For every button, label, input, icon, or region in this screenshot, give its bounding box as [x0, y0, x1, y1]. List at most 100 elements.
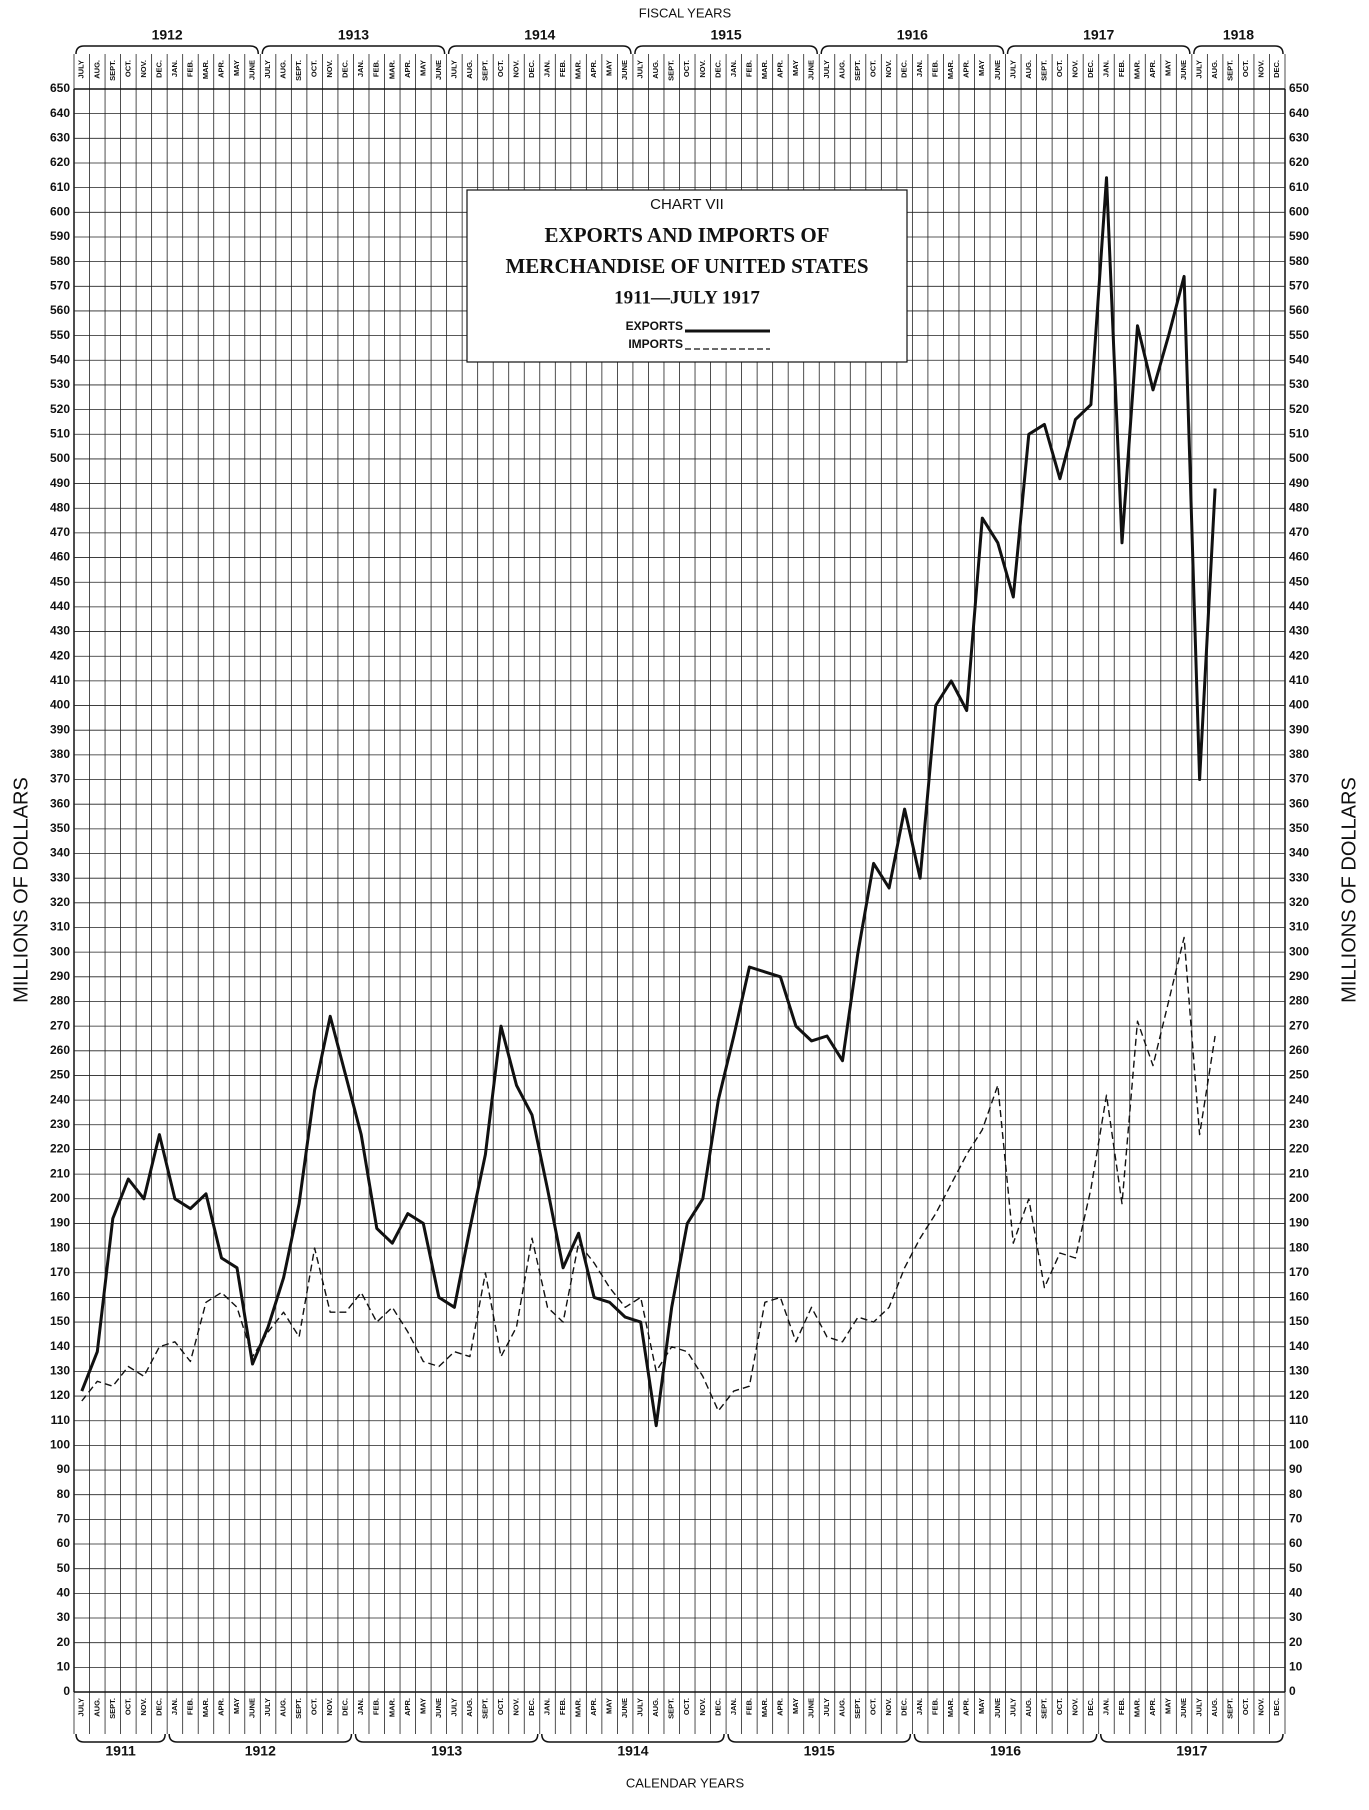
y-tick-label: 80 [57, 1487, 71, 1501]
y-tick-label: 470 [50, 525, 70, 539]
x-tick-label-top: MAR. [387, 60, 396, 79]
x-tick-label: SEPT. [294, 1698, 303, 1719]
x-tick-label: AUG. [465, 1698, 474, 1717]
x-tick-label-top: JULY [449, 60, 458, 78]
fiscal-year-label-brace [1006, 45, 1191, 55]
x-tick-label: JAN. [729, 1698, 738, 1715]
y-tick-label-right: 440 [1289, 599, 1309, 613]
x-tick-label: NOV. [1070, 1698, 1079, 1716]
y-tick-label-right: 280 [1289, 994, 1309, 1008]
y-tick-label: 60 [57, 1536, 71, 1550]
y-tick-label-right: 410 [1289, 673, 1309, 687]
x-tick-label-top: MAY [605, 60, 614, 76]
y-tick-label: 310 [50, 920, 70, 934]
y-tick-label-right: 360 [1289, 796, 1309, 810]
grid: 0 0 10 10 20 20 30 30 40 40 50 50 60 60 70 70 80 80 90 90 10… [50, 27, 1309, 1759]
y-tick-label: 340 [50, 846, 70, 860]
fiscal-year-label-brace [820, 45, 1005, 55]
chart-title-line: EXPORTS AND IMPORTS OF [545, 223, 830, 247]
y-tick-label-right: 210 [1289, 1166, 1309, 1180]
y-tick-label: 400 [50, 698, 70, 712]
x-tick-label: NOV. [884, 1698, 893, 1716]
x-tick-label-top: DEC. [713, 60, 722, 78]
calendar-year-label: 1913 [431, 1743, 462, 1759]
y-tick-label-right: 250 [1289, 1068, 1309, 1082]
x-tick-label: OCT. [1241, 1698, 1250, 1715]
y-tick-label: 50 [57, 1561, 71, 1575]
y-tick-label: 610 [50, 180, 70, 194]
x-tick-label-top: MAY [418, 60, 427, 76]
x-tick-label: JAN. [915, 1698, 924, 1715]
y-tick-label: 240 [50, 1092, 70, 1106]
x-tick-label: DEC. [1086, 1698, 1095, 1716]
calendar-year-label-brace [1099, 1733, 1284, 1743]
x-tick-label-top: OCT. [1055, 60, 1064, 77]
x-tick-label: SEPT. [1226, 1698, 1235, 1719]
y-tick-label: 290 [50, 969, 70, 983]
x-tick-label-top: DEC. [900, 60, 909, 78]
x-tick-label: MAR. [387, 1698, 396, 1717]
x-tick-label-top: JULY [822, 60, 831, 78]
y-tick-label-right: 420 [1289, 648, 1309, 662]
x-tick-label: FEB. [558, 1698, 567, 1715]
y-tick-label: 540 [50, 352, 70, 366]
x-tick-label-top: NOV. [325, 60, 334, 78]
x-tick-label: MAR. [1132, 1698, 1141, 1717]
x-tick-label: AUG. [92, 1698, 101, 1717]
y-tick-label-right: 620 [1289, 155, 1309, 169]
fiscal-year-label-brace [1193, 45, 1284, 55]
y-tick-label-right: 500 [1289, 451, 1309, 465]
x-tick-label-top: MAY [791, 60, 800, 76]
bottom-group-label: CALENDAR YEARS [626, 1775, 745, 1790]
x-tick-label-top: DEC. [1272, 60, 1281, 78]
x-tick-label-top: JAN. [1101, 60, 1110, 77]
x-tick-label-top: SEPT. [294, 60, 303, 81]
x-tick-label: JUNE [806, 1698, 815, 1718]
y-tick-label-right: 520 [1289, 402, 1309, 416]
y-tick-label: 190 [50, 1216, 70, 1230]
calendar-year-label: 1914 [617, 1743, 648, 1759]
x-tick-label: JAN. [170, 1698, 179, 1715]
y-tick-label: 480 [50, 500, 70, 514]
calendar-year-label-brace [75, 1733, 166, 1743]
x-tick-label-top: AUG. [838, 60, 847, 79]
x-tick-label: DEC. [154, 1698, 163, 1716]
y-tick-label-right: 110 [1289, 1413, 1309, 1427]
y-tick-label-right: 350 [1289, 821, 1309, 835]
x-tick-label: APR. [403, 1698, 412, 1716]
y-tick-label: 560 [50, 303, 70, 317]
x-tick-label: APR. [216, 1698, 225, 1716]
y-tick-label-right: 570 [1289, 278, 1309, 292]
y-tick-label: 380 [50, 747, 70, 761]
x-tick-label: OCT. [1055, 1698, 1064, 1715]
x-tick-label: JUNE [620, 1698, 629, 1718]
y-tick-label: 330 [50, 870, 70, 884]
x-tick-label-top: DEC. [527, 60, 536, 78]
x-tick-label: AUG. [279, 1698, 288, 1717]
y-tick-label: 90 [57, 1462, 71, 1476]
x-tick-label-top: MAR. [574, 60, 583, 79]
x-tick-label: MAR. [574, 1698, 583, 1717]
x-tick-label-top: AUG. [465, 60, 474, 79]
y-axis-title: MILLIONS OF DOLLARS [10, 777, 32, 1003]
y-tick-label: 420 [50, 648, 70, 662]
x-tick-label-top: JULY [1008, 60, 1017, 78]
y-tick-label-right: 0 [1289, 1684, 1296, 1698]
x-tick-label: MAR. [946, 1698, 955, 1717]
x-tick-label-top: AUG. [279, 60, 288, 79]
y-tick-label: 370 [50, 772, 70, 786]
x-tick-label: FEB. [744, 1698, 753, 1715]
fiscal-year-label: 1915 [710, 27, 741, 43]
x-tick-label-top: NOV. [1070, 60, 1079, 78]
x-tick-label-top: JAN. [729, 60, 738, 77]
y-tick-label: 160 [50, 1290, 70, 1304]
y-tick-label: 430 [50, 624, 70, 638]
y-tick-label-right: 470 [1289, 525, 1309, 539]
y-tick-label-right: 590 [1289, 229, 1309, 243]
x-tick-label-top: APR. [403, 60, 412, 78]
chart-title-line: MERCHANDISE OF UNITED STATES [505, 254, 868, 278]
x-tick-label-top: FEB. [1117, 60, 1126, 77]
y-tick-label: 20 [57, 1635, 71, 1649]
x-tick-label: DEC. [527, 1698, 536, 1716]
x-tick-label: OCT. [123, 1698, 132, 1715]
